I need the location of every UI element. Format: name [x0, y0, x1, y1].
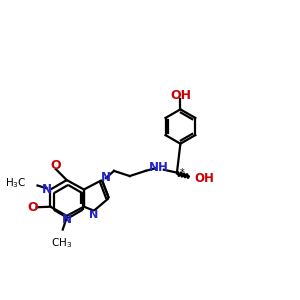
Text: CH$_3$: CH$_3$	[51, 236, 72, 250]
Text: OH: OH	[194, 172, 214, 185]
Text: *: *	[179, 169, 184, 178]
Text: N: N	[41, 183, 51, 196]
Text: H$_3$C: H$_3$C	[5, 176, 27, 190]
Text: N: N	[62, 213, 72, 226]
Text: OH: OH	[170, 88, 191, 101]
Text: O: O	[50, 159, 61, 172]
Text: NH: NH	[149, 161, 169, 174]
Text: N: N	[101, 171, 111, 184]
Text: N: N	[89, 210, 98, 220]
Text: O: O	[28, 201, 38, 214]
